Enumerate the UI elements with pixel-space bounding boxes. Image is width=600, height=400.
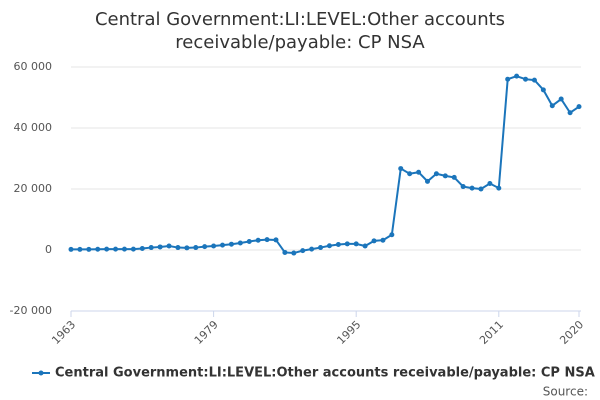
- data-point: [514, 73, 520, 79]
- data-point: [407, 171, 413, 177]
- data-point: [567, 110, 573, 116]
- source: Source:: [543, 385, 588, 399]
- y-tick-label: -20 000: [10, 304, 52, 317]
- data-point: [157, 244, 163, 250]
- data-point: [344, 241, 350, 247]
- x-tick-label: 2011: [477, 318, 506, 347]
- data-point: [175, 245, 181, 251]
- data-point: [121, 246, 127, 252]
- data-point: [335, 242, 341, 248]
- data-point: [68, 246, 74, 252]
- data-point: [237, 240, 243, 246]
- data-point: [193, 245, 199, 251]
- data-point: [211, 243, 217, 249]
- data-point: [184, 245, 190, 251]
- data-point: [416, 169, 422, 175]
- data-point: [282, 249, 288, 255]
- data-point: [540, 87, 546, 93]
- data-point: [104, 246, 110, 252]
- x-tick-label: 1963: [49, 318, 78, 347]
- data-point: [549, 103, 555, 109]
- data-point: [228, 241, 234, 247]
- data-point: [576, 104, 582, 110]
- data-point: [523, 76, 529, 82]
- y-tick-label: 60 000: [14, 60, 53, 73]
- data-point: [300, 248, 306, 254]
- x-tick-label: 1979: [192, 318, 221, 347]
- y-tick-label: 0: [45, 243, 52, 256]
- data-point: [389, 232, 395, 238]
- data-point: [113, 246, 119, 252]
- data-point: [309, 246, 315, 252]
- data-point: [380, 237, 386, 243]
- data-point: [487, 181, 493, 187]
- data-point: [451, 174, 457, 180]
- data-point: [291, 250, 297, 256]
- legend-label: Central Government:LI:LEVEL:Other accoun…: [55, 366, 595, 381]
- data-point: [273, 237, 279, 243]
- data-point: [130, 246, 136, 252]
- data-point: [202, 244, 208, 250]
- data-point: [255, 237, 261, 243]
- x-tick-label: 1995: [334, 318, 363, 347]
- data-point: [531, 77, 537, 83]
- legend-marker: [38, 370, 44, 376]
- data-point: [362, 243, 368, 249]
- data-point: [469, 185, 475, 191]
- data-point: [166, 243, 172, 249]
- data-point: [442, 173, 448, 179]
- data-point: [398, 166, 404, 172]
- data-point: [433, 171, 439, 177]
- y-tick-label: 40 000: [14, 121, 53, 134]
- data-point: [220, 242, 226, 248]
- data-point: [353, 241, 359, 247]
- data-point: [246, 238, 252, 244]
- data-point: [558, 96, 564, 102]
- data-point: [77, 246, 83, 252]
- chart-title: Central Government:LI:LEVEL:Other accoun…: [94, 9, 506, 53]
- data-point: [264, 237, 270, 243]
- data-point: [148, 245, 154, 251]
- data-point: [496, 185, 502, 191]
- data-point: [460, 184, 466, 190]
- data-point: [318, 245, 324, 251]
- data-point: [95, 246, 101, 252]
- data-point: [139, 245, 145, 251]
- data-point: [371, 238, 377, 244]
- data-point: [478, 186, 484, 192]
- series-line: [71, 75, 580, 255]
- data-point: [326, 243, 332, 249]
- y-tick-label: 20 000: [14, 182, 53, 195]
- data-point: [86, 246, 92, 252]
- x-tick-label: 2020: [557, 318, 586, 347]
- data-point: [424, 178, 430, 184]
- data-point: [505, 76, 511, 82]
